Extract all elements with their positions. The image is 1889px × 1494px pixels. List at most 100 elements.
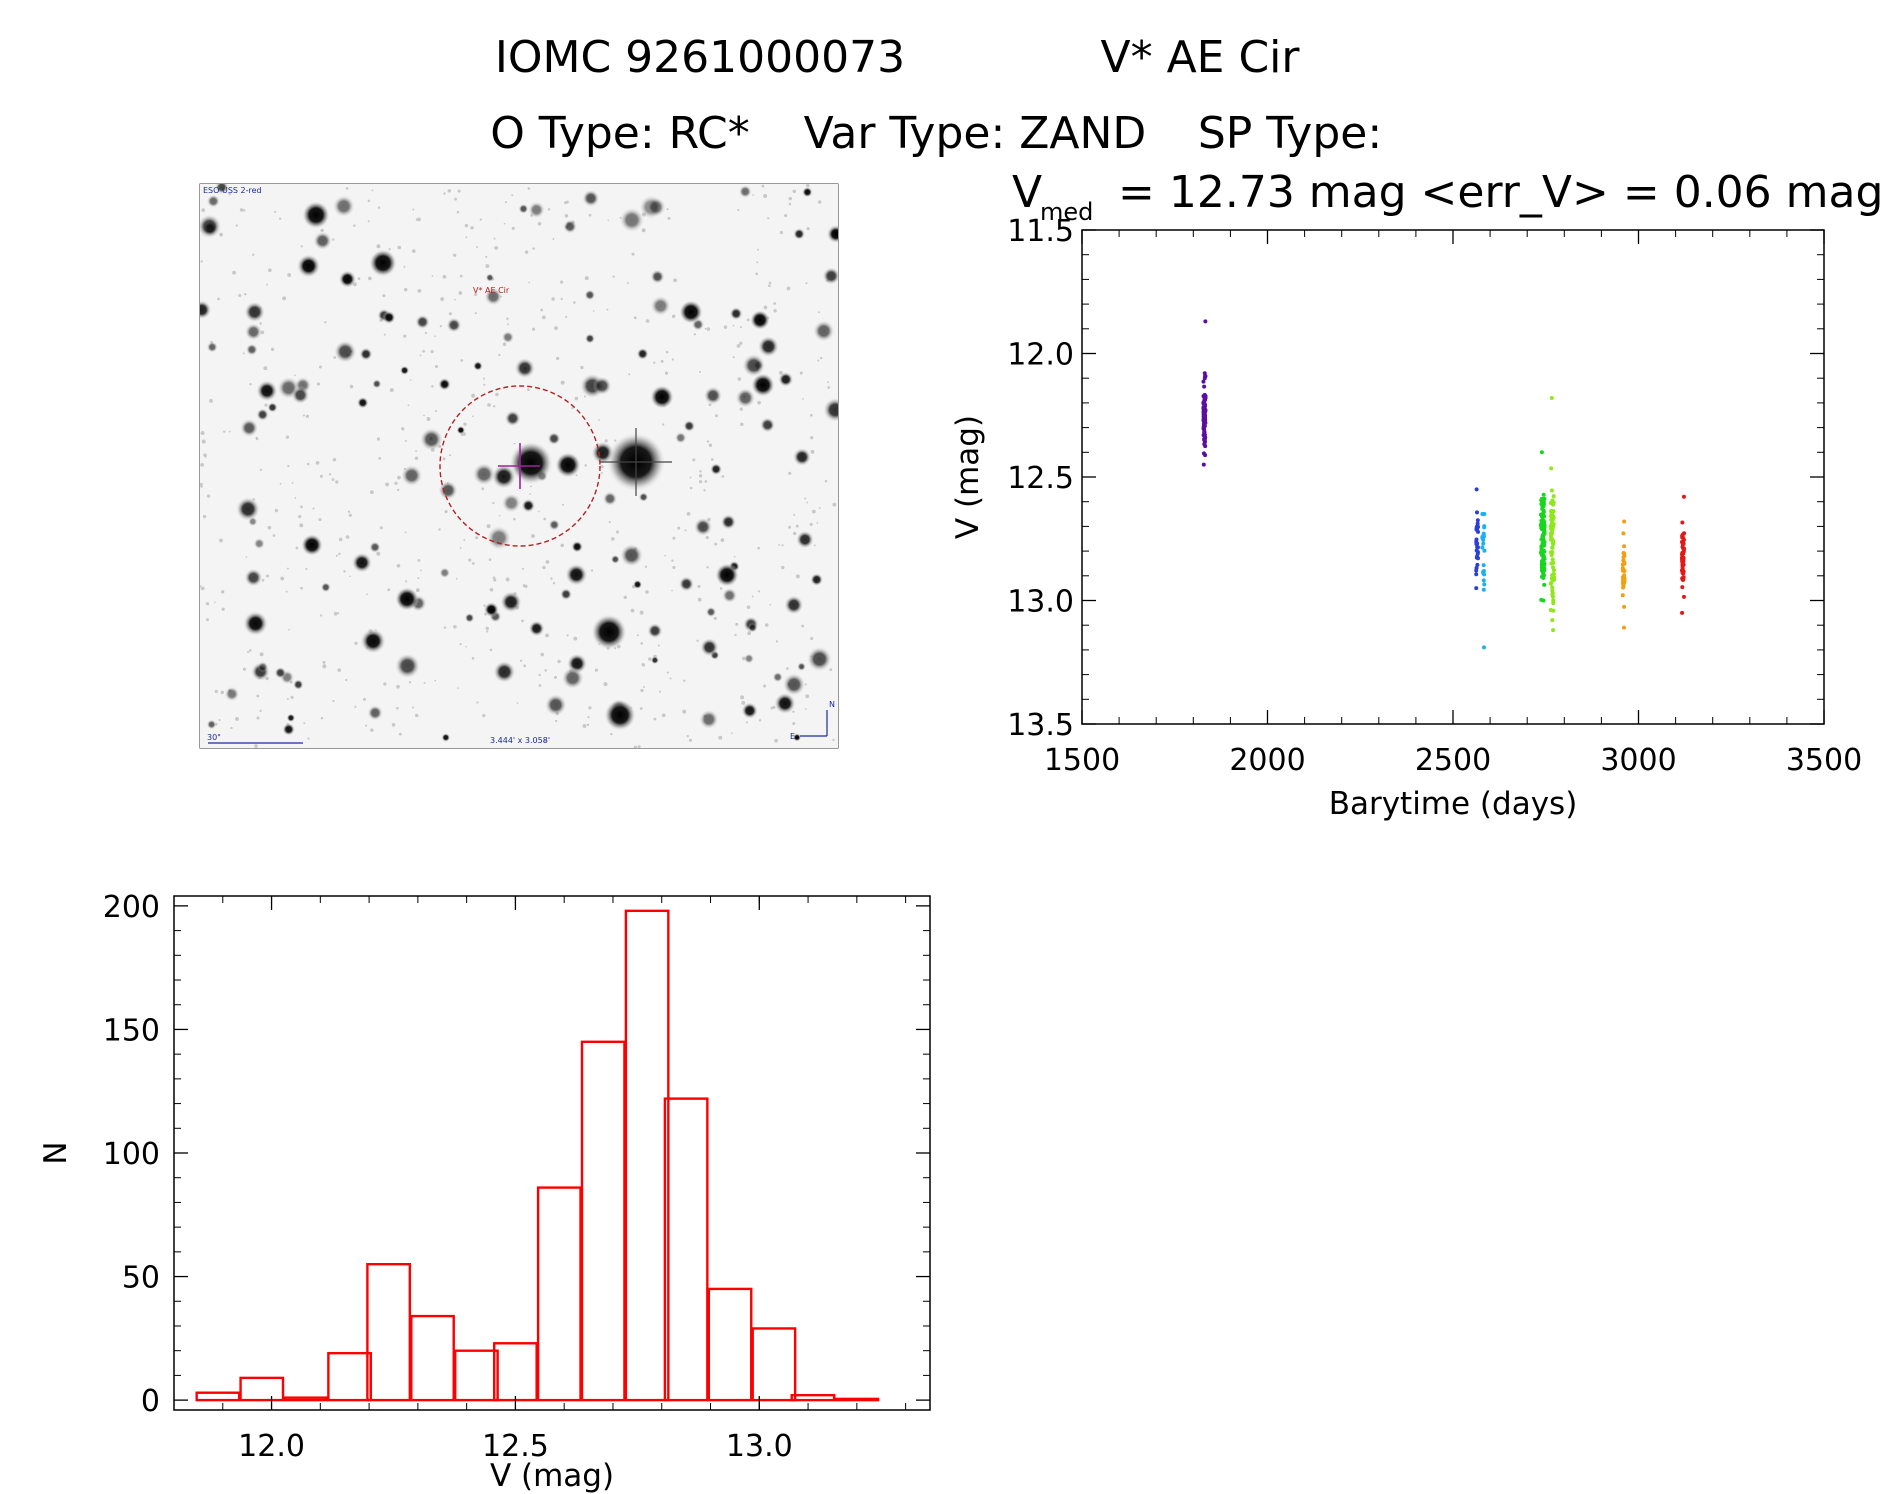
header-object-id: IOMC 9261000073 bbox=[495, 32, 905, 83]
sky-star bbox=[812, 320, 835, 342]
sky-noise bbox=[438, 528, 441, 531]
lightcurve-ytick-label: 13.5 bbox=[1007, 708, 1074, 743]
sky-bright-star bbox=[555, 452, 581, 478]
sky-noise bbox=[200, 482, 203, 487]
sky-noise bbox=[460, 359, 464, 362]
sky-noise bbox=[328, 473, 332, 476]
lightcurve-point bbox=[1476, 529, 1481, 534]
lightcurve-point bbox=[1550, 514, 1555, 519]
sky-noise bbox=[757, 248, 759, 251]
sky-noise bbox=[415, 713, 419, 718]
sky-noise bbox=[423, 682, 426, 684]
histogram-bar bbox=[790, 1393, 836, 1402]
sky-star bbox=[521, 498, 536, 513]
sky-noise bbox=[554, 326, 558, 330]
sky-noise bbox=[476, 701, 479, 704]
sky-star bbox=[810, 573, 824, 587]
lightcurve-point bbox=[1680, 555, 1685, 560]
sky-star bbox=[243, 301, 266, 323]
sky-noise bbox=[417, 288, 422, 293]
sky-bright-star bbox=[750, 310, 770, 330]
sky-star bbox=[242, 610, 269, 637]
sky-noise bbox=[732, 324, 735, 327]
histogram-bar bbox=[751, 1327, 797, 1402]
sky-noise bbox=[279, 482, 282, 485]
sky-star bbox=[743, 653, 755, 664]
sky-noise bbox=[757, 546, 760, 550]
sky-noise bbox=[396, 684, 400, 689]
sky-noise bbox=[795, 524, 799, 528]
sky-star bbox=[638, 492, 649, 503]
sky-noise bbox=[423, 414, 425, 417]
lightcurve-point bbox=[1474, 572, 1479, 577]
sky-noise bbox=[507, 323, 510, 326]
sky-noise bbox=[403, 265, 406, 268]
sky-noise bbox=[527, 187, 531, 190]
histogram-ytick-label: 200 bbox=[103, 890, 160, 925]
sky-noise bbox=[382, 294, 386, 298]
sky-noise bbox=[801, 398, 804, 400]
sky-noise bbox=[788, 471, 792, 475]
sky-noise bbox=[529, 493, 532, 495]
sky-noise bbox=[633, 316, 637, 320]
sky-noise bbox=[322, 660, 326, 664]
lightcurve-ytick-label: 13.0 bbox=[1007, 585, 1074, 620]
sky-noise bbox=[648, 657, 652, 661]
sky-noise bbox=[345, 535, 350, 539]
sky-star bbox=[792, 733, 802, 742]
lightcurve-point bbox=[1621, 568, 1626, 573]
sky-noise bbox=[367, 199, 371, 203]
sky-noise bbox=[740, 422, 744, 427]
sky-noise bbox=[219, 232, 223, 237]
sky-star bbox=[741, 702, 759, 720]
sky-noise bbox=[805, 694, 810, 699]
sky-noise bbox=[818, 507, 821, 509]
sky-noise bbox=[699, 370, 702, 373]
sky-noise bbox=[503, 222, 506, 225]
sky-star bbox=[703, 386, 723, 405]
histogram-bar bbox=[493, 1342, 538, 1402]
sky-noise bbox=[612, 275, 615, 278]
lightcurve-point bbox=[1550, 527, 1555, 532]
sky-noise bbox=[626, 281, 629, 284]
sky-noise bbox=[465, 236, 468, 239]
sky-star bbox=[783, 595, 804, 615]
sky-noise bbox=[366, 593, 368, 596]
sky-noise bbox=[697, 597, 702, 602]
lightcurve-point bbox=[1201, 422, 1206, 427]
lightcurve-point bbox=[1620, 593, 1625, 598]
lightcurve-point bbox=[1622, 580, 1627, 585]
sky-noise bbox=[761, 184, 765, 188]
lightcurve-point bbox=[1474, 566, 1479, 571]
sky-noise bbox=[538, 510, 540, 513]
sky-noise bbox=[773, 309, 777, 313]
header-object-name: V* AE Cir bbox=[1100, 32, 1300, 83]
sky-star bbox=[699, 637, 719, 657]
lightcurve-ylabel: V (mag) bbox=[950, 415, 986, 539]
sky-noise bbox=[338, 537, 343, 542]
sky-noise bbox=[371, 189, 374, 192]
sky-noise bbox=[786, 286, 791, 291]
lightcurve-point bbox=[1542, 556, 1547, 561]
sky-noise bbox=[818, 200, 822, 204]
sky-star bbox=[721, 587, 738, 604]
sky-noise bbox=[471, 562, 475, 565]
sky-star bbox=[544, 693, 567, 717]
sky-noise bbox=[757, 400, 761, 405]
sky-noise bbox=[580, 365, 584, 370]
sky-star bbox=[320, 582, 331, 593]
sky-noise bbox=[792, 722, 796, 726]
lightcurve-ticks: 1500 2000 2500 3000 3500 11.5 12.0 12.5 13.0 13.5 bbox=[1007, 214, 1862, 778]
sky-noise bbox=[376, 551, 381, 556]
lightcurve-point bbox=[1550, 618, 1555, 623]
lightcurve-point bbox=[1551, 542, 1556, 547]
sky-noise bbox=[763, 194, 768, 198]
sky-noise bbox=[686, 734, 689, 738]
sky-noise bbox=[254, 744, 258, 748]
sky-noise bbox=[347, 510, 351, 513]
sky-star bbox=[351, 552, 373, 574]
sky-noise bbox=[640, 642, 643, 645]
sky-noise bbox=[200, 431, 205, 435]
histogram-xtick-label: 12.5 bbox=[482, 1429, 549, 1464]
lightcurve-point bbox=[1539, 501, 1544, 506]
